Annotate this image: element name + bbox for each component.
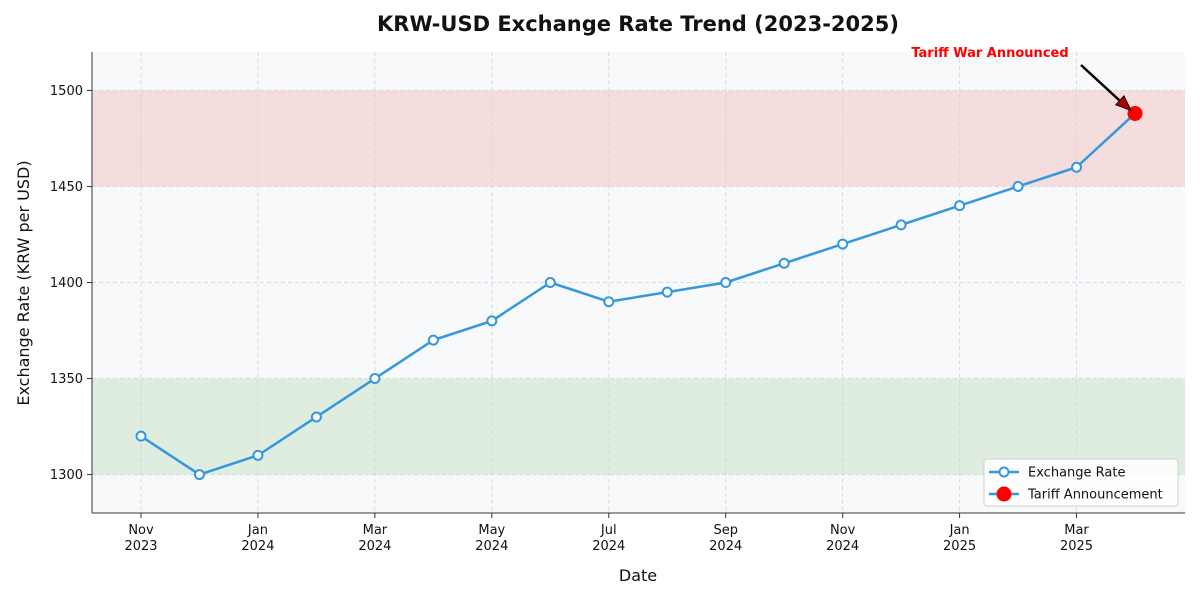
x-tick-year: 2023 bbox=[124, 539, 157, 554]
data-point bbox=[193, 469, 205, 481]
annotation-arrow-head bbox=[1114, 95, 1132, 112]
data-point bbox=[486, 315, 498, 327]
data-point bbox=[661, 286, 673, 298]
data-point bbox=[135, 430, 147, 442]
data-point bbox=[1071, 161, 1083, 173]
data-point bbox=[954, 200, 966, 212]
x-tick-month: Sep bbox=[713, 523, 738, 538]
legend-marker-exchange-rate bbox=[998, 466, 1010, 478]
x-tick-month: Mar bbox=[363, 523, 388, 538]
data-point bbox=[778, 257, 790, 269]
y-tick-label: 1400 bbox=[50, 276, 83, 291]
data-point bbox=[837, 238, 849, 250]
x-tick-year: 2024 bbox=[241, 539, 274, 554]
x-tick-month: Nov bbox=[128, 523, 154, 538]
data-point bbox=[252, 449, 264, 461]
data-point bbox=[1012, 180, 1024, 192]
x-tick-month: Nov bbox=[830, 523, 856, 538]
x-tick-year: 2024 bbox=[709, 539, 742, 554]
x-tick-year: 2024 bbox=[475, 539, 508, 554]
range-band bbox=[92, 90, 1185, 187]
x-tick-year: 2024 bbox=[592, 539, 625, 554]
tariff-announcement-point bbox=[1127, 105, 1143, 121]
series-line-exchange-rate bbox=[140, 112, 1136, 476]
data-point bbox=[369, 373, 381, 385]
annotation-arrow-shaft bbox=[1080, 64, 1127, 108]
data-point bbox=[544, 277, 556, 288]
x-tick-year: 2025 bbox=[943, 539, 976, 554]
data-point bbox=[720, 277, 732, 288]
x-tick-year: 2025 bbox=[1060, 539, 1093, 554]
x-tick-year: 2024 bbox=[826, 539, 859, 554]
y-tick-label: 1300 bbox=[50, 468, 83, 483]
legend-label-exchange-rate: Exchange Rate bbox=[1028, 466, 1125, 481]
x-axis-label: Date bbox=[619, 566, 657, 585]
x-tick-month: Jan bbox=[247, 523, 268, 538]
annotation-text: Tariff War Announced bbox=[911, 46, 1068, 61]
chart-title: KRW-USD Exchange Rate Trend (2023-2025) bbox=[377, 12, 899, 36]
x-tick-month: Jan bbox=[949, 523, 970, 538]
data-point bbox=[895, 219, 907, 231]
data-point bbox=[603, 296, 615, 308]
y-tick-label: 1500 bbox=[50, 84, 83, 99]
data-point bbox=[427, 334, 439, 346]
x-tick-month: Jul bbox=[600, 523, 617, 538]
y-axis-label: Exchange Rate (KRW per USD) bbox=[14, 160, 33, 405]
x-tick-month: Mar bbox=[1064, 523, 1089, 538]
x-tick-year: 2024 bbox=[358, 539, 391, 554]
data-point bbox=[310, 411, 322, 423]
x-tick-month: May bbox=[478, 523, 505, 538]
legend-label-tariff: Tariff Announcement bbox=[1027, 488, 1163, 503]
y-tick-label: 1450 bbox=[50, 180, 83, 195]
legend-marker-tariff bbox=[996, 486, 1012, 502]
legend-box bbox=[983, 458, 1179, 507]
y-tick-label: 1350 bbox=[50, 372, 83, 387]
